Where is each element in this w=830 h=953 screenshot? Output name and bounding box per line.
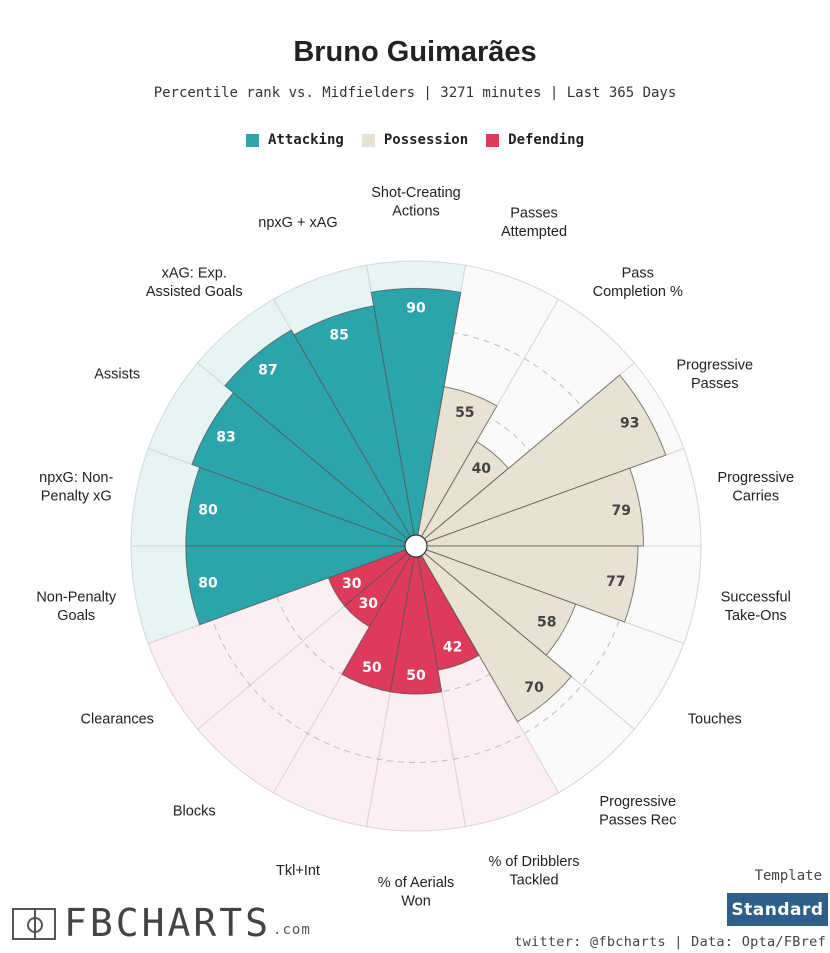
legend-swatch-attacking [245, 133, 259, 147]
category-label-progressive-passes-rec: Progressive Passes Rec [599, 794, 676, 829]
value-label-npxg-xag: 85 [329, 328, 348, 344]
value-label-blocks: 30 [359, 596, 379, 612]
logo-text: FBCHARTS [64, 901, 272, 945]
chart-title: Bruno Guimarães [293, 36, 537, 68]
value-label-xag-exp-assisted-goals: 87 [258, 363, 277, 379]
category-label-tkl-int: Tkl+Int [276, 863, 320, 879]
value-label-clearances: 30 [342, 576, 362, 592]
value-label-assists: 83 [216, 429, 235, 445]
legend-label-defending: Defending [508, 132, 584, 148]
fbcharts-logo: FBCHARTS .com [12, 901, 311, 945]
legend: Attacking Possession Defending [0, 132, 830, 148]
category-label-assists: Assists [94, 367, 140, 383]
category-label-successful-take-ons: Successful Take-Ons [721, 590, 791, 625]
template-label: Template [754, 868, 822, 884]
value-label-passes-attempted: 55 [455, 405, 474, 421]
value-label-progressive-carries: 79 [612, 503, 631, 519]
logo-suffix: .com [273, 922, 311, 938]
category-label-npxg-xag: npxG + xAG [258, 215, 337, 231]
value-label-progressive-passes: 93 [620, 416, 639, 432]
category-label-clearances: Clearances [81, 712, 154, 728]
value-label-pass-completion: 40 [472, 461, 492, 477]
category-label-shot-creating-actions: Shot-Creating Actions [371, 185, 460, 220]
value-label-successful-take-ons: 77 [606, 574, 625, 590]
category-label-xag-exp-assisted-goals: xAG: Exp. Assisted Goals [146, 265, 243, 300]
value-label-touches: 58 [537, 614, 556, 630]
value-label-progressive-passes-rec: 70 [524, 680, 544, 696]
category-label-progressive-carries: Progressive Carries [717, 470, 794, 505]
value-label-of-dribblers-tackled: 42 [443, 640, 462, 656]
category-label-pass-completion: Pass Completion % [593, 265, 683, 300]
legend-swatch-possession [361, 133, 375, 147]
value-label-tkl-int: 50 [362, 660, 382, 676]
chart-subtitle: Percentile rank vs. Midfielders | 3271 m… [153, 85, 677, 101]
pitch-icon [12, 908, 56, 940]
category-label-passes-attempted: Passes Attempted [501, 206, 567, 241]
category-label-of-aerials-won: % of Aerials Won [378, 875, 455, 910]
value-label-non-penalty-goals: 80 [198, 576, 218, 592]
center-hub [404, 534, 428, 558]
value-label-of-aerials-won: 50 [406, 668, 426, 684]
legend-swatch-defending [486, 133, 500, 147]
category-label-non-penalty-goals: Non-Penalty Goals [36, 590, 117, 625]
value-label-shot-creating-actions: 90 [406, 300, 426, 316]
template-button[interactable]: Standard [727, 893, 828, 926]
category-label-progressive-passes: Progressive Passes [676, 357, 753, 392]
value-label-npxg-non-penalty-xg: 80 [198, 502, 218, 518]
legend-item-attacking: Attacking [245, 132, 344, 148]
category-label-of-dribblers-tackled: % of Dribblers Tackled [488, 854, 579, 889]
category-label-npxg-non-penalty-xg: npxG: Non-Penalty xG [39, 470, 113, 505]
category-label-blocks: Blocks [173, 803, 216, 819]
legend-item-defending: Defending [486, 132, 584, 148]
legend-label-possession: Possession [383, 132, 469, 148]
category-label-touches: Touches [688, 712, 742, 728]
legend-item-possession: Possession [361, 132, 469, 148]
legend-label-attacking: Attacking [267, 132, 344, 148]
credits-text: twitter: @fbcharts | Data: Opta/FBref [514, 934, 826, 950]
